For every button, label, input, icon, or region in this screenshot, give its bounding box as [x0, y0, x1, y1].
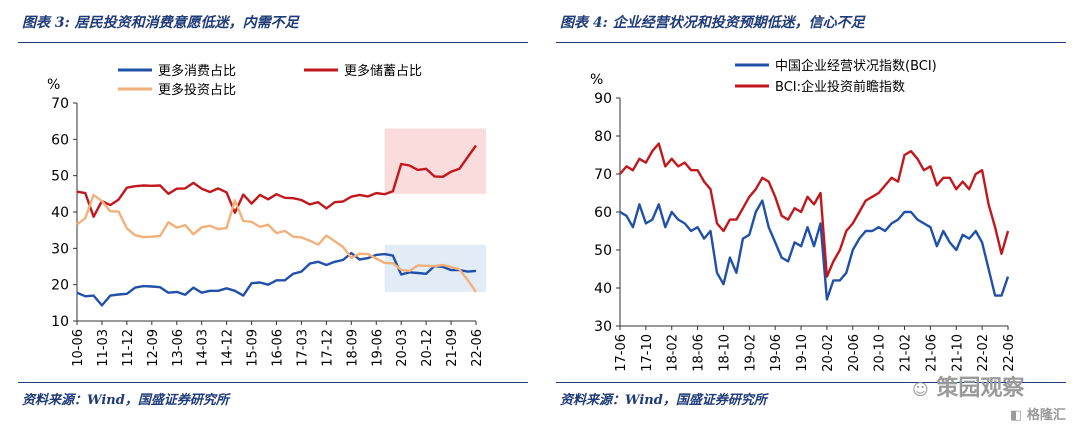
- legend-label-2: BCI:企业投资前瞻指数: [775, 79, 905, 95]
- x-tick-label: 22-02: [976, 334, 991, 372]
- series-line-1: [76, 251, 477, 307]
- y-axis-unit-label: %: [47, 77, 60, 93]
- left-source-note: 资料来源：Wind，国盛证券研究所: [22, 393, 229, 408]
- y-tick-label: 40: [51, 205, 69, 221]
- wechat-icon: ☺: [912, 380, 929, 399]
- series-line-2: [76, 144, 477, 218]
- x-tick-label: 11-12: [121, 329, 136, 367]
- legend-label-1: 更多消费占比: [158, 63, 236, 79]
- right-source-note: 资料来源：Wind，国盛证券研究所: [560, 393, 767, 408]
- x-tick-label: 14-12: [221, 329, 236, 367]
- series-line-2: [619, 142, 1010, 278]
- y-tick-label: 40: [594, 281, 612, 297]
- x-tick-label: 20-10: [873, 334, 888, 372]
- x-tick-label: 19-06: [769, 334, 784, 372]
- x-tick-label: 14-03: [196, 329, 211, 367]
- y-tick-label: 20: [51, 278, 69, 294]
- x-tick-label: 19-02: [743, 334, 758, 372]
- x-tick-label: 17-06: [614, 334, 629, 372]
- x-tick-label: 18-10: [717, 334, 732, 372]
- x-tick-label: 18-02: [666, 334, 681, 372]
- brand-logo-icon: ◧: [1010, 408, 1023, 423]
- brand-watermark-text: 格隆汇: [1026, 408, 1066, 423]
- x-tick-label: 21-09: [445, 329, 460, 367]
- x-tick-label: 15-09: [246, 329, 261, 367]
- left-chart: % 10 20 30 40 50 60 70 10-06 11-03 11-12 12-09 13-06…: [47, 63, 486, 367]
- y-tick-label: 10: [51, 314, 69, 330]
- x-tick-label: 17-03: [295, 329, 310, 367]
- x-tick-label: 16-06: [271, 329, 286, 367]
- highlight-box-pink: [384, 128, 486, 194]
- brand-watermark: ◧ 格隆汇: [1010, 404, 1066, 423]
- x-tick-label: 21-02: [899, 334, 914, 372]
- x-tick-label: 18-09: [345, 329, 360, 367]
- x-tick-label: 22-06: [1002, 334, 1017, 372]
- x-tick-label: 20-12: [420, 329, 435, 367]
- x-tick-label: 20-02: [821, 334, 836, 372]
- y-tick-label: 70: [51, 96, 69, 112]
- x-tick-label: 21-06: [924, 334, 939, 372]
- x-tick-label: 11-03: [96, 329, 111, 367]
- left-chart-title: 图表 3: 居民投资和消费意愿低迷，内需不足: [22, 15, 299, 31]
- left-source-rule: [18, 382, 528, 383]
- left-title-rule: [18, 42, 528, 43]
- x-tick-label: 13-06: [171, 329, 186, 367]
- legend-label-1: 中国企业经营状况指数(BCI): [775, 58, 937, 74]
- x-tick-label: 10-06: [71, 329, 86, 367]
- highlight-box-blue: [384, 244, 486, 292]
- y-axis-unit-label: %: [590, 72, 603, 88]
- right-title-rule: [556, 42, 1066, 43]
- legend-label-2: 更多储蓄占比: [344, 63, 422, 79]
- x-tick-label: 17-10: [640, 334, 655, 372]
- x-tick-label: 20-03: [395, 329, 410, 367]
- x-tick-label: 19-06: [370, 329, 385, 367]
- x-tick-label: 20-06: [847, 334, 862, 372]
- y-tick-label: 30: [594, 319, 612, 335]
- right-source-rule: [556, 382, 1066, 383]
- y-tick-label: 90: [594, 91, 612, 107]
- right-chart: % 30 40 50 60 70 80 90 17-06 17-10 18-02 18-06 18-10…: [590, 58, 1017, 372]
- x-tick-label: 18-06: [692, 334, 707, 372]
- y-tick-label: 50: [51, 169, 69, 185]
- x-tick-label: 22-06: [470, 329, 485, 367]
- series-line-1: [619, 199, 1010, 301]
- x-tick-label: 17-12: [320, 329, 335, 367]
- legend-label-3: 更多投资占比: [158, 82, 236, 98]
- series-line-3: [76, 193, 477, 293]
- y-tick-label: 30: [51, 241, 69, 257]
- x-tick-label: 19-10: [795, 334, 810, 372]
- wechat-watermark: ☺ 策园观察: [912, 370, 1024, 402]
- x-tick-label: 21-10: [950, 334, 965, 372]
- y-tick-label: 50: [594, 243, 612, 259]
- right-chart-title: 图表 4: 企业经营状况和投资预期低迷，信心不足: [560, 15, 865, 31]
- y-tick-label: 80: [594, 129, 612, 145]
- y-tick-label: 60: [51, 132, 69, 148]
- x-tick-label: 12-09: [146, 329, 161, 367]
- wechat-watermark-text: 策园观察: [936, 376, 1025, 401]
- y-tick-label: 60: [594, 205, 612, 221]
- y-tick-label: 70: [594, 167, 612, 183]
